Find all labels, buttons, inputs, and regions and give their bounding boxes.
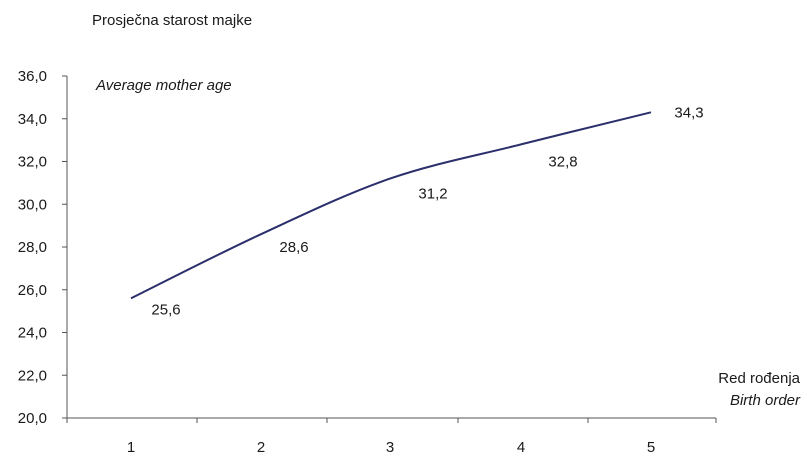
data-label: 34,3 (674, 104, 703, 121)
data-label: 28,6 (279, 239, 308, 256)
data-label: 25,6 (151, 301, 180, 318)
y-tick-label: 22,0 (18, 367, 47, 384)
y-tick-label: 30,0 (18, 196, 47, 213)
y-tick-label: 36,0 (18, 68, 47, 85)
x-tick-label: 2 (257, 439, 265, 456)
series-line (130, 111, 652, 300)
data-label: 31,2 (418, 186, 447, 203)
y-tick-label: 26,0 (18, 282, 47, 299)
x-tick-label: 1 (127, 439, 135, 456)
x-tick-label: 4 (517, 439, 525, 456)
x-tick-label: 5 (647, 439, 655, 456)
y-tick-label: 24,0 (18, 325, 47, 342)
y-tick-label: 32,0 (18, 154, 47, 171)
y-axis-title-english: Average mother age (96, 77, 232, 94)
y-tick-label: 28,0 (18, 239, 47, 256)
y-axis-title: Prosječna starost majke (92, 12, 253, 29)
x-axis-title-english: Birth order (729, 392, 800, 409)
y-tick-label: 20,0 (18, 410, 47, 427)
x-tick-label: 3 (386, 439, 394, 456)
x-axis-title: Red rođenja (718, 370, 800, 387)
data-label: 32,8 (548, 153, 577, 170)
y-tick-label: 34,0 (18, 111, 47, 128)
